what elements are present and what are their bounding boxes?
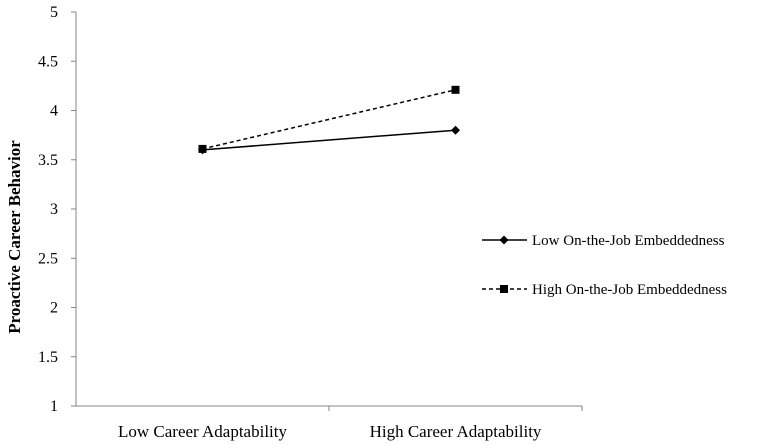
legend-item: Low On-the-Job Embeddedness xyxy=(482,233,725,249)
series-layer xyxy=(198,85,460,155)
series-line xyxy=(202,129,456,151)
y-tick-label: 2.5 xyxy=(38,250,58,267)
y-tick-label: 1.5 xyxy=(38,349,58,366)
y-tick-label: 3 xyxy=(50,201,58,218)
data-point xyxy=(451,125,460,135)
series-2 xyxy=(198,85,460,153)
legend-marker xyxy=(499,235,509,245)
y-tick-label: 2 xyxy=(50,300,58,317)
y-axis-title: Proactive Career Behavior xyxy=(5,140,24,334)
axes xyxy=(75,12,582,407)
data-point xyxy=(198,144,207,153)
legend: Low On-the-Job Embeddedness High On-the-J… xyxy=(482,233,727,298)
legend-marker xyxy=(500,285,508,293)
y-tick-label: 4.5 xyxy=(38,53,58,70)
y-tick-label: 3.5 xyxy=(38,152,58,169)
legend-label: High On-the-Job Embeddedness xyxy=(532,282,727,298)
x-axis-labels: Low Career Adaptability High Career Adapt… xyxy=(118,406,583,441)
y-tick-label: 5 xyxy=(50,4,58,21)
x-tick-label: Low Career Adaptability xyxy=(118,422,288,441)
x-tick-label: High Career Adaptability xyxy=(370,422,542,441)
series-line xyxy=(202,89,456,150)
y-axis-ticks: 1 1.5 2 2.5 3 3.5 4 4.5 5 xyxy=(38,4,76,415)
y-tick-label: 4 xyxy=(50,103,58,120)
legend-label: Low On-the-Job Embeddedness xyxy=(532,233,725,249)
data-point xyxy=(451,85,460,94)
y-tick-label: 1 xyxy=(50,398,58,415)
legend-item: High On-the-Job Embeddedness xyxy=(482,282,727,298)
